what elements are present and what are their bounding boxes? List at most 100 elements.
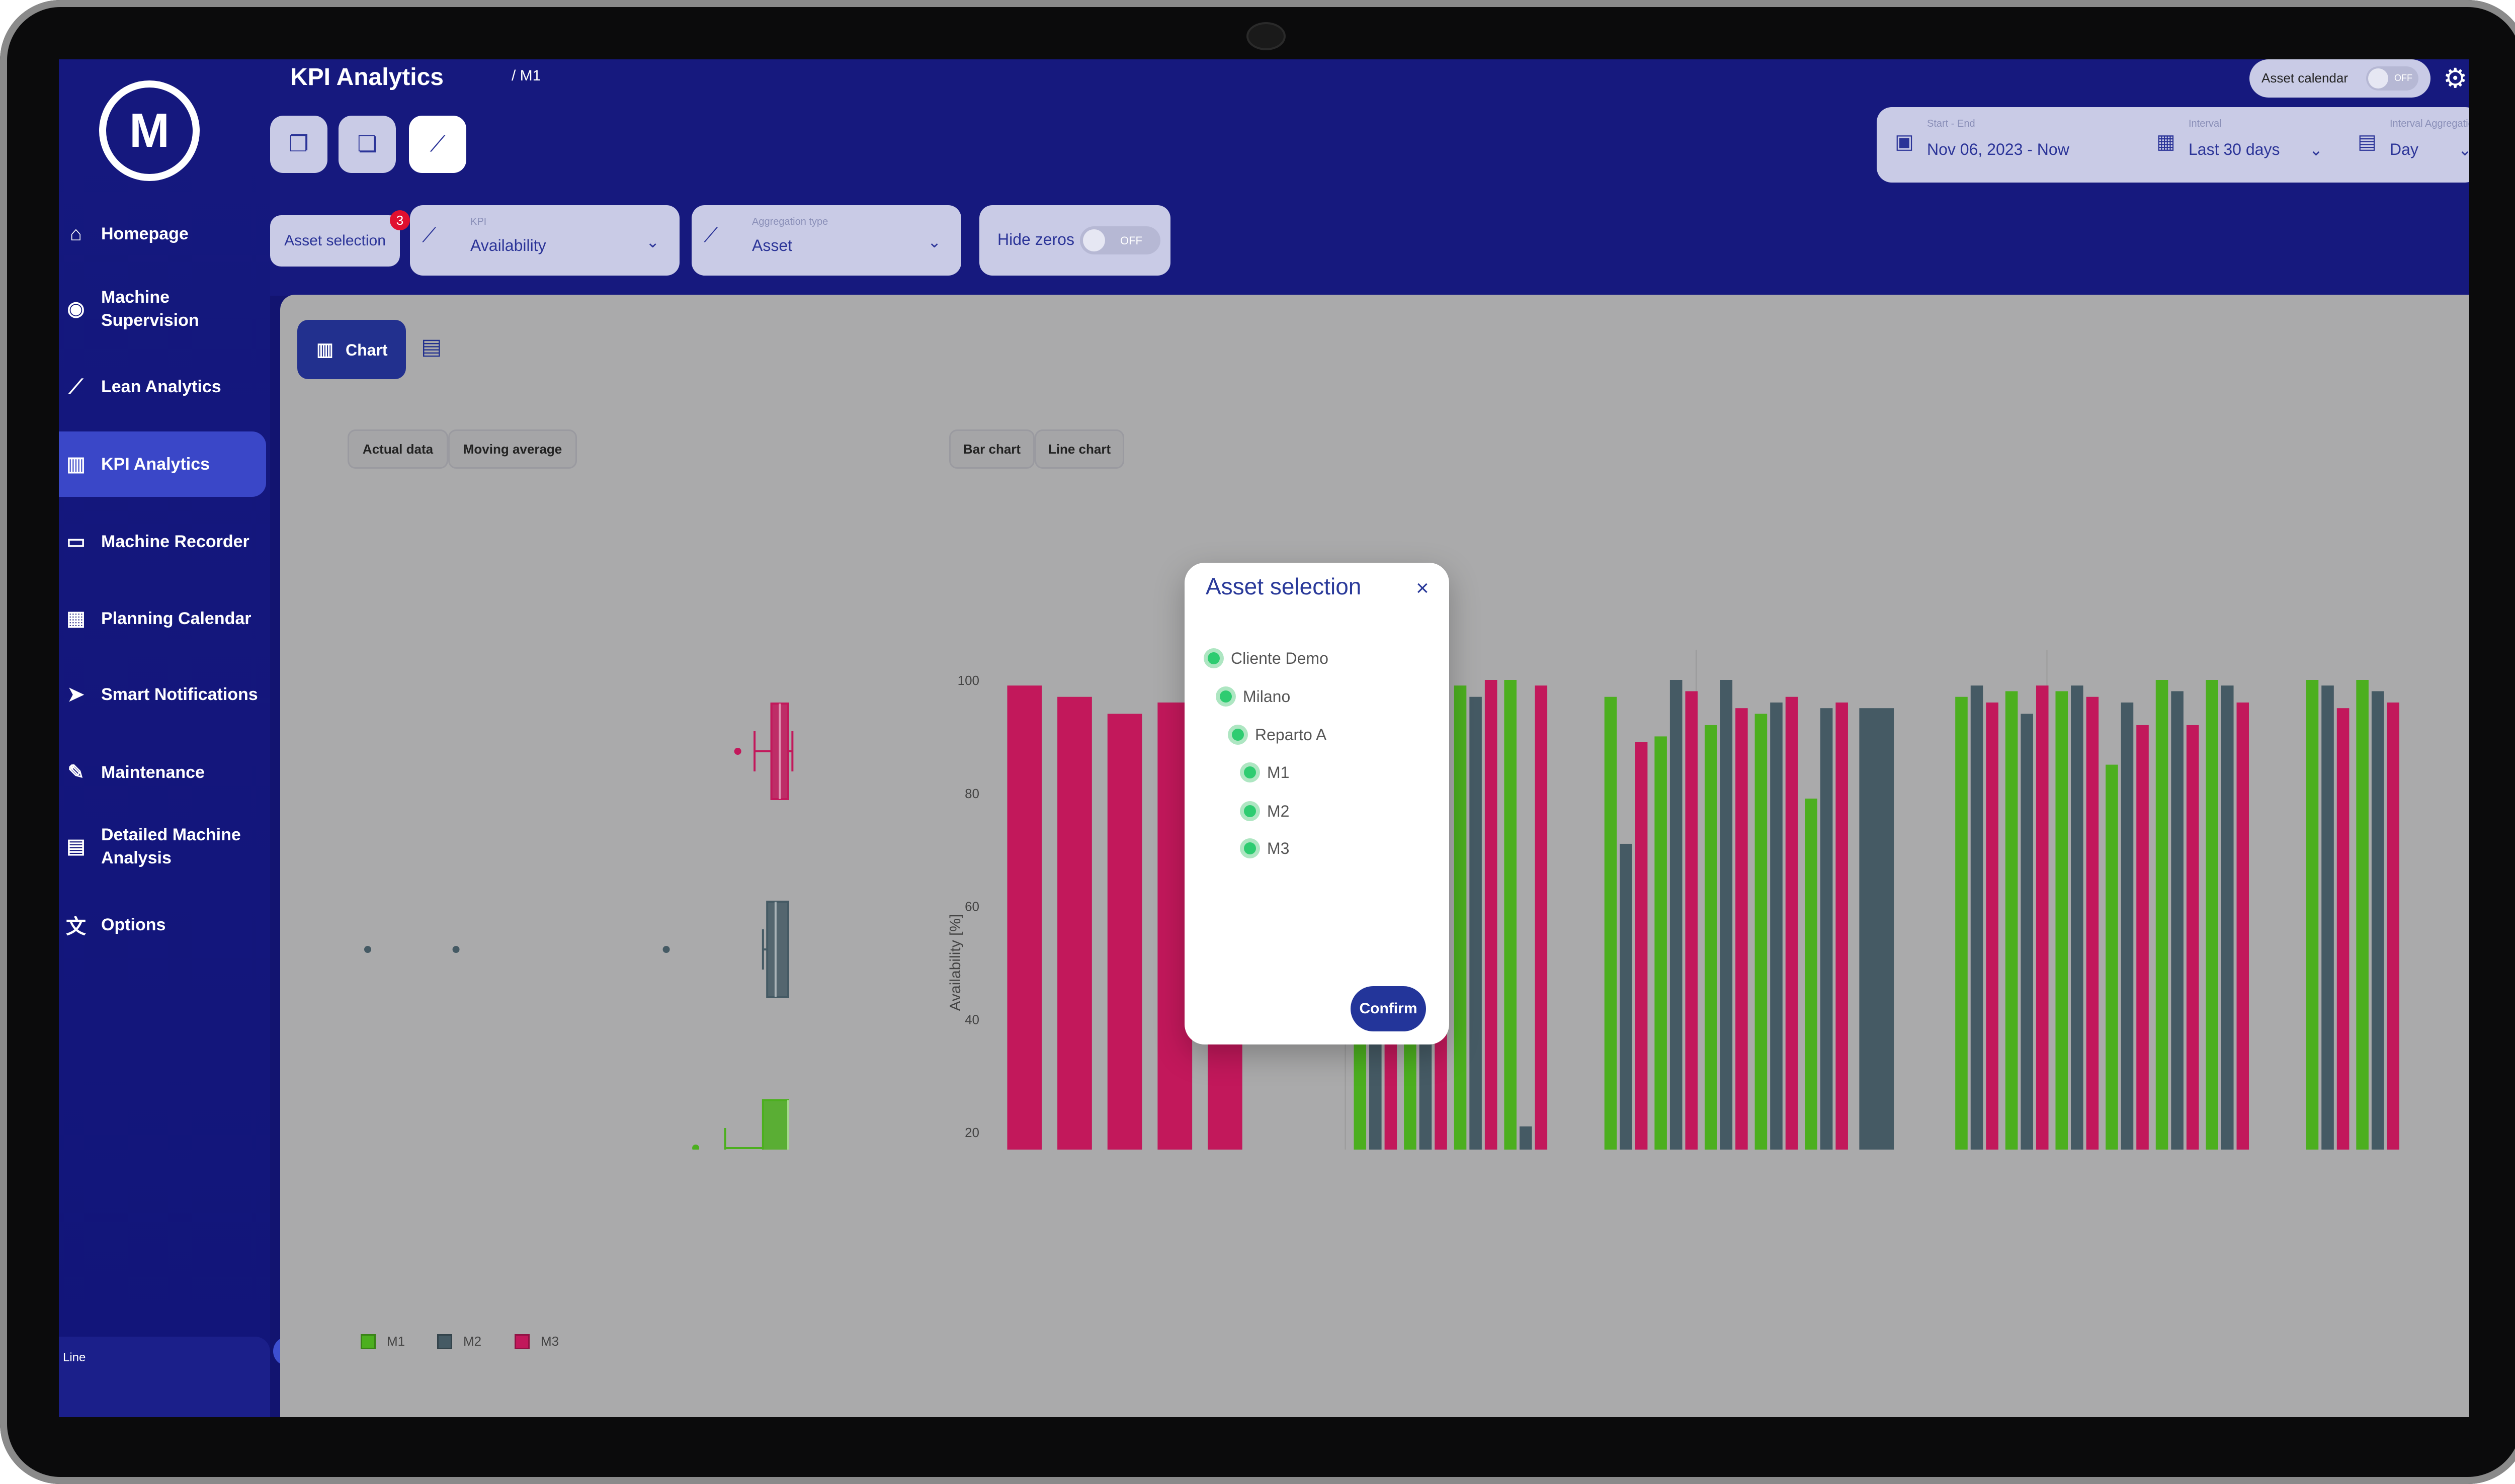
sidebar: M ⌂ Homepage ◉ Machine Supervision ⟋ Lea… [59,59,270,1417]
interval-select[interactable]: ▦ Interval Last 30 days ⌄ [2138,107,2339,183]
interval-small: Interval [2189,118,2222,129]
asset-calendar-toggle[interactable]: OFF [2366,66,2418,91]
y-tick-label: 100 [958,673,979,688]
sidebar-item-planning-calendar[interactable]: ▦ Planning Calendar [59,586,270,651]
sidebar-item-lean-analytics[interactable]: ⟋ Lean Analytics [59,354,270,419]
modal-title: Asset selection [1206,573,1362,599]
sidebar-item-detailed-machine-analysis[interactable]: ▤ Detailed Machine Analysis [59,814,270,879]
box-m3 [734,703,794,800]
legend-item-m1[interactable]: M1 [361,1334,405,1349]
sidebar-item-machine-supervision[interactable]: ◉ Machine Supervision [59,276,270,341]
tree-node-reparto-a[interactable]: Reparto A [1228,725,1326,745]
sidebar-item-options[interactable]: 文 Options [59,892,270,957]
legend-item-m3[interactable]: M3 [515,1334,559,1349]
bar-m1 [1754,714,1768,1150]
bar-chart-button[interactable]: Bar chart [949,429,1035,469]
chevron-down-icon: ⌄ [928,233,941,251]
kpi-select[interactable]: ⟋ KPI Availability ⌄ [410,205,680,276]
line-chart-button[interactable]: Line chart [1035,429,1124,469]
asset-selection-button[interactable]: Asset selection [270,215,400,267]
legend-label: M2 [463,1334,482,1349]
sidebar-item-maintenance[interactable]: ✎ Maintenance [59,740,270,805]
y-tick-label: 40 [965,1012,979,1027]
line-selector[interactable]: Line [59,1337,270,1417]
chevron-down-icon: ⌄ [2309,141,2323,159]
box-outlier [452,946,460,953]
sidebar-item-label: Options [101,915,166,934]
interval-aggregation-small: Interval Aggregation [2390,118,2469,129]
tab-chart[interactable]: ▥ Chart [297,320,406,379]
tree-node-m3[interactable]: M3 [1240,838,1289,858]
home-icon: ⌂ [69,222,82,245]
calendar-icon: ▦ [2156,131,2175,153]
bar-m1 [1504,680,1517,1150]
sidebar-item-homepage[interactable]: ⌂ Homepage [59,201,270,267]
bar-m3 [1535,685,1548,1150]
moving-average-button[interactable]: Moving average [448,429,577,469]
bar-chart: 020406080100Availability [%]Nov 122023No… [947,650,2400,1150]
interval-aggregation-select[interactable]: ▤ Interval Aggregation Day ⌄ [2339,107,2469,183]
page-title: KPI Analytics [290,64,444,91]
interval-aggregation-value: Day [2390,140,2418,158]
view-single-button[interactable]: ❐ [270,116,327,173]
bar-m2 [1469,696,1482,1150]
bar-m2 [1669,680,1683,1150]
tree-node-m1[interactable]: M1 [1240,762,1289,782]
bar-m1 [2005,691,2018,1150]
bar-m1 [2055,691,2068,1150]
sidebar-item-label: Detailed Machine Analysis [101,825,241,867]
gear-icon[interactable]: ⚙ [2443,63,2468,94]
calendar-icon: ▦ [66,607,86,630]
box-body [762,1099,790,1150]
bar-chart-icon: ▥ [66,453,86,475]
status-dot-icon [1240,838,1260,858]
recorder-icon: ▭ [66,531,86,553]
app-screen: M ⌂ Homepage ◉ Machine Supervision ⟋ Lea… [59,59,2469,1417]
date-controls: ▣ Start - End Nov 06, 2023 - Now ▦ Inter… [1877,107,2469,183]
clipboard-icon: ▤ [66,835,86,857]
copy-one-icon: ❐ [289,132,309,156]
trend-icon: ⟋ [704,224,718,246]
box-m2 [364,901,790,998]
tab-chart-label: Chart [346,341,388,359]
sidebar-item-machine-recorder[interactable]: ▭ Machine Recorder [59,509,270,574]
bar-m2 [1820,708,1833,1150]
tab-table-icon[interactable]: ▤ [421,334,442,359]
bar-m2 [2121,702,2134,1150]
bar-m3 [2236,702,2249,1150]
view-compare-button[interactable]: ❏ [339,116,396,173]
close-icon[interactable]: × [1416,576,1429,600]
toggle-knob [2368,68,2388,89]
bar-m3 [1685,691,1698,1150]
y-tick-label: 80 [965,786,979,801]
view-trend-button[interactable]: ⟋ [409,116,466,173]
tree-node-cliente-demo[interactable]: Cliente Demo [1204,648,1328,668]
legend-label: M3 [541,1334,559,1349]
tree-node-milano[interactable]: Milano [1216,686,1290,707]
hide-zeros-control: Hide zeros OFF [979,205,1170,276]
hide-zeros-toggle[interactable]: OFF [1080,226,1160,254]
logo: M [99,80,200,181]
legend-swatch [515,1334,530,1349]
calendar-check-icon: ▣ [1895,131,1914,153]
send-icon: ➤ [67,683,85,706]
box-outlier [734,748,741,755]
date-range-picker[interactable]: ▣ Start - End Nov 06, 2023 - Now [1877,107,2138,183]
sidebar-item-kpi-analytics[interactable]: ▥ KPI Analytics [59,431,266,497]
bar-m3 [1057,696,1092,1150]
actual-data-button[interactable]: Actual data [348,429,448,469]
sidebar-item-smart-notifications[interactable]: ➤ Smart Notifications [59,662,270,727]
confirm-button[interactable]: Confirm [1351,986,1426,1031]
trend-icon: ⟋ [69,375,83,398]
bar-m2 [1770,702,1783,1150]
bar-m3 [1986,702,1998,1150]
bar-m2 [2321,685,2334,1150]
legend-item-m2[interactable]: M2 [437,1334,481,1349]
chevron-down-icon: ⌄ [2458,141,2469,159]
aggregation-type-select[interactable]: ⟋ Aggregation type Asset ⌄ [692,205,961,276]
sidebar-item-label: Lean Analytics [101,377,221,396]
asset-selection-modal: Asset selection × Cliente Demo Milano Re… [1185,563,1449,1044]
tree-node-m2[interactable]: M2 [1240,801,1289,821]
y-tick-label: 60 [965,899,979,914]
